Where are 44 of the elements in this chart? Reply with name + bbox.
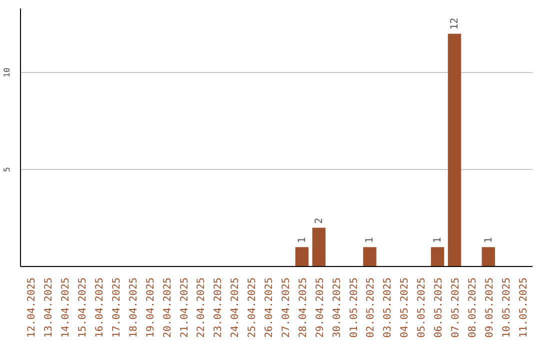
x-tick-label: 06.05.2025: [434, 277, 445, 338]
x-tick-label: 04.05.2025: [400, 277, 411, 338]
x-tick-label: 13.04.2025: [44, 277, 55, 338]
x-tick-label: 19.04.2025: [145, 277, 156, 338]
data-label: 1: [296, 237, 308, 244]
x-tick-label: 10.05.2025: [501, 277, 512, 338]
x-tick-label: 23.04.2025: [213, 277, 224, 338]
data-label: 1: [432, 237, 444, 244]
x-tick-label: 21.04.2025: [179, 277, 190, 338]
y-tick-label: 5: [2, 166, 12, 172]
bar: [312, 228, 326, 266]
x-tick-label: 22.04.2025: [196, 277, 208, 338]
x-tick-label: 17.04.2025: [111, 277, 122, 338]
y-tick-label: 10: [2, 68, 12, 78]
x-tick-label: 25.04.2025: [247, 277, 258, 338]
data-label: 1: [483, 237, 494, 244]
x-tick-label: 26.04.2025: [264, 277, 276, 338]
bar: [363, 247, 376, 266]
x-tick-label: 12.04.2025: [26, 277, 38, 338]
x-tick-label: 20.04.2025: [162, 277, 174, 338]
data-label: 2: [314, 218, 325, 224]
x-tick-label: 11.05.2025: [518, 277, 530, 338]
x-tick-label: 30.04.2025: [332, 277, 343, 338]
x-tick-label: 24.04.2025: [230, 277, 242, 338]
x-tick-label: 07.05.2025: [450, 277, 462, 338]
x-tick-label: 09.05.2025: [484, 277, 496, 338]
bar: [448, 34, 462, 266]
bar: [482, 247, 496, 266]
x-tick-label: 15.04.2025: [78, 277, 89, 338]
x-tick-label: 03.05.2025: [382, 277, 394, 338]
x-tick-label: 02.05.2025: [366, 277, 377, 338]
x-tick-label: 27.04.2025: [280, 277, 292, 338]
x-tick-label: 16.04.2025: [94, 277, 106, 338]
x-tick-label: 29.04.2025: [314, 277, 326, 338]
x-tick-label: 05.05.2025: [416, 277, 428, 338]
x-tick-label: 14.04.2025: [60, 277, 72, 338]
x-tick-label: 18.04.2025: [128, 277, 140, 338]
data-label: 12: [450, 18, 461, 30]
x-tick-label: 28.04.2025: [298, 277, 309, 338]
bar: [295, 247, 309, 266]
data-label: 1: [364, 237, 376, 244]
bar: [430, 247, 444, 266]
x-tick-label: 08.05.2025: [467, 277, 478, 338]
x-tick-label: 01.05.2025: [348, 277, 360, 338]
